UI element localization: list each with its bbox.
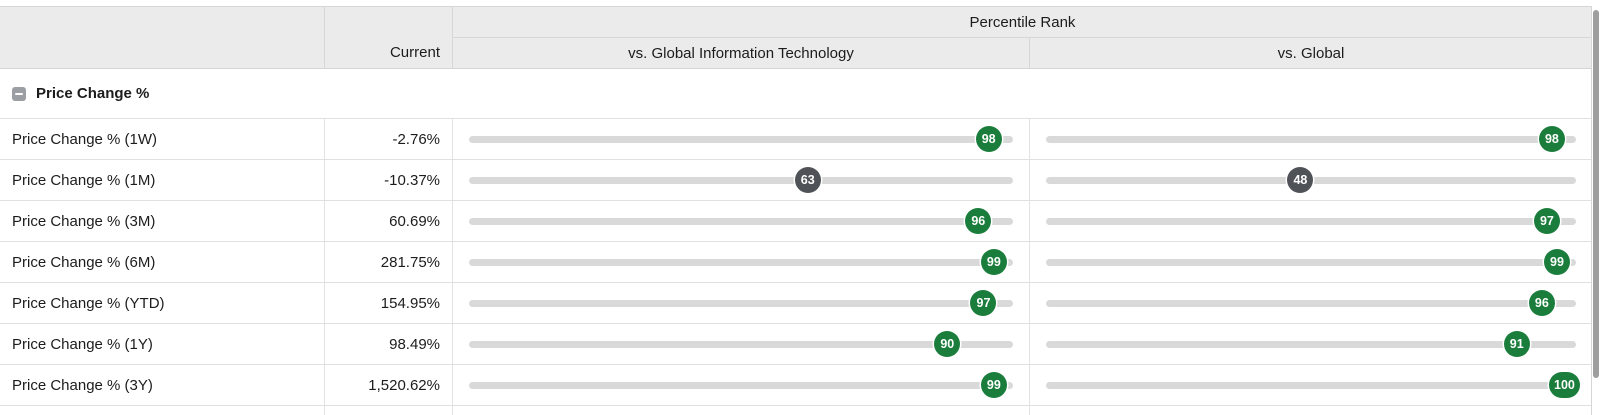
percentile-vs-global-cell: 100 [1030,365,1592,405]
table-row: Price Change % (3Y) 1,520.62% 99 100 [0,365,1591,406]
percentile-track: 99 [469,372,1013,398]
percentile-badge: 98 [975,126,1002,152]
collapse-minus-icon[interactable] [12,86,26,101]
header-vs-sector: vs. Global Information Technology [453,38,1030,68]
percentile-track: 97 [469,290,1013,316]
row-label: Price Change % (YTD) [0,283,325,323]
percentile-badge: 91 [1503,331,1530,357]
percentile-vs-global-cell: 91 [1030,324,1592,364]
percentile-badge: 100 [1549,372,1580,398]
percentile-track: 48 [1046,167,1576,193]
percentile-vs-global-cell: 97 [1030,201,1592,241]
section-row-price-change: Price Change % [0,69,1591,119]
percentile-track: 100 [1046,372,1580,398]
percentile-badge: 48 [1287,167,1314,193]
percentile-track: 97 [1046,208,1576,234]
percentile-vs-sector-cell: 90 [453,324,1030,364]
row-label: Price Change % (3M) [0,201,325,241]
percentile-track: 90 [469,331,1013,357]
header-rowlabel-cell [0,7,325,68]
current-value: 1,520.62% [325,365,453,405]
percentile-track: 96 [469,208,1013,234]
percentile-badge: 99 [980,372,1007,398]
percentile-track: 98 [1046,126,1576,152]
percentile-vs-sector-cell: 98 [453,119,1030,159]
current-value: 154.95% [325,283,453,323]
table-row: Price Change % (3M) 60.69% 96 97 [0,201,1591,242]
current-value: -10.37% [325,160,453,200]
percentile-vs-sector-cell: 63 [453,160,1030,200]
section-title: Price Change % [36,85,150,102]
row-label: Price Change % (3Y) [0,365,325,405]
current-value: 281.75% [325,242,453,282]
percentile-vs-global-cell: 48 [1030,160,1592,200]
percentile-vs-global-cell: 96 [1030,283,1592,323]
percentile-track: 96 [1046,290,1576,316]
percentile-badge: 99 [1543,249,1570,275]
header-vs-global: vs. Global [1277,44,1345,62]
header-percentile-rank: Percentile Rank [453,7,1592,38]
percentile-vs-sector-cell: 97 [453,283,1030,323]
percentile-badge: 97 [970,290,997,316]
percentile-badge: 96 [965,208,992,234]
table-row: Price Change % (YTD) 154.95% 97 96 [0,283,1591,324]
row-label: Price Change % (6M) [0,242,325,282]
percentile-vs-sector-cell: 99 [453,242,1030,282]
percentile-vs-global-cell: 99 [1030,242,1592,282]
table-row: Price Change % (1Y) 98.49% 90 91 [0,324,1591,365]
vertical-scrollbar-thumb[interactable] [1593,10,1599,378]
percentile-badge: 90 [934,331,961,357]
percentile-vs-sector-cell: 99 [453,365,1030,405]
percentile-badge: 96 [1528,290,1555,316]
row-label: Price Change % (1M) [0,160,325,200]
table-header: Current Percentile Rank vs. Global Infor… [0,7,1592,69]
current-value: -2.76% [325,119,453,159]
table-row: Price Change % (1M) -10.37% 63 48 [0,160,1591,201]
percentile-track: 91 [1046,331,1576,357]
percentile-track: 99 [469,249,1013,275]
percentile-badge: 99 [980,249,1007,275]
percentile-track: 99 [1046,249,1576,275]
table-row: Price Change % (6M) 281.75% 99 99 [0,242,1591,283]
percentile-badge: 98 [1538,126,1565,152]
current-value: 98.49% [325,324,453,364]
percentile-track: 63 [469,167,1013,193]
percentile-track: 98 [469,126,1013,152]
row-label: Price Change % (1Y) [0,324,325,364]
row-label: Price Change % (1W) [0,119,325,159]
header-current: Current [325,7,453,68]
table-row: Price Change % (1W) -2.76% 98 98 [0,119,1591,160]
current-value: 60.69% [325,201,453,241]
percentile-badge: 97 [1533,208,1560,234]
table-row-partial [0,406,1591,415]
table-rows: Price Change % (1W) -2.76% 98 98 Price C… [0,119,1591,406]
percentile-vs-global-cell: 98 [1030,119,1592,159]
percentile-badge: 63 [794,167,821,193]
metrics-table: Current Percentile Rank vs. Global Infor… [0,6,1592,415]
percentile-vs-sector-cell: 96 [453,201,1030,241]
